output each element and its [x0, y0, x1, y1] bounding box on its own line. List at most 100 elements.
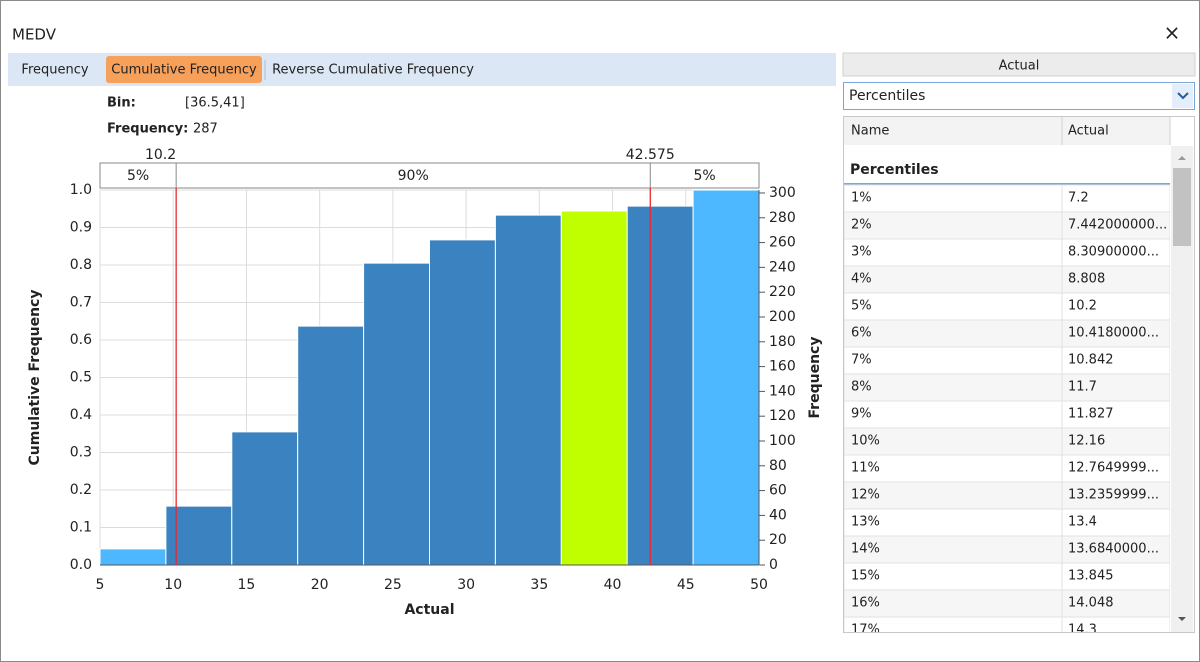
x-tick-label: 25: [384, 577, 402, 593]
table-cell: 10.842: [1068, 353, 1114, 368]
tab-active-bg: [106, 56, 262, 83]
table-row[interactable]: [844, 211, 1170, 240]
bar: [231, 431, 299, 566]
table-cell: 12.16: [1068, 434, 1105, 449]
table-cell: 11.7: [1068, 380, 1097, 395]
y-tick-label: 0.2: [70, 482, 92, 498]
table-row[interactable]: [844, 508, 1170, 537]
bar: [494, 214, 562, 566]
table-cell: 12.7649999...: [1068, 461, 1159, 476]
y2-tick-label: 260: [769, 235, 796, 251]
scroll-down[interactable]: [1178, 617, 1186, 621]
table-cell: 5%: [851, 299, 872, 314]
band-label: 90%: [398, 168, 429, 184]
table-cell: 8.30900000...: [1068, 245, 1159, 260]
y2-tick-label: 280: [769, 210, 796, 226]
x-tick-label: 5: [96, 577, 105, 593]
y-tick-label: 0.7: [70, 295, 92, 311]
table-cell: 3%: [851, 245, 872, 260]
y-tick-label: 1.0: [70, 182, 92, 198]
tab[interactable]: Cumulative Frequency: [111, 63, 257, 78]
y-axis-label: Cumulative Frequency: [27, 290, 43, 466]
table-header: [844, 117, 1170, 145]
table-cell: 8.808: [1068, 272, 1105, 287]
frequency-label: Frequency:: [107, 122, 188, 137]
table-cell: 7%: [851, 353, 872, 368]
table-row[interactable]: [844, 562, 1170, 591]
table-row[interactable]: [844, 346, 1170, 375]
table-cell: 15%: [851, 569, 880, 584]
table-cell: 13.4: [1068, 515, 1097, 530]
bar: [560, 210, 628, 566]
y-tick-label: 0.8: [70, 257, 92, 273]
table-body: Percentiles 1% 7.2 2% 7.442000000... 3% 8.3090…: [844, 162, 1170, 644]
table-row[interactable]: [844, 589, 1170, 618]
table-cell: 16%: [851, 596, 880, 611]
table-row[interactable]: [844, 427, 1170, 456]
y2-axis-label: Frequency: [807, 337, 823, 419]
table-row[interactable]: [844, 184, 1170, 213]
tab[interactable]: Reverse Cumulative Frequency: [272, 63, 474, 78]
table-cell: 14%: [851, 542, 880, 557]
panel-header-bg: [842, 52, 1196, 77]
table-cell: 13.845: [1068, 569, 1114, 584]
dropdown-button[interactable]: [1172, 84, 1193, 108]
dropdown-chevron: [1177, 92, 1189, 100]
tab[interactable]: Frequency: [21, 63, 88, 78]
table-row[interactable]: [844, 265, 1170, 294]
table-cell: 6%: [851, 326, 872, 341]
x-tick-label: 40: [604, 577, 622, 593]
table-cell: 4%: [851, 272, 872, 287]
y-tick-label: 0.4: [70, 407, 92, 423]
panel-header: Actual: [999, 59, 1040, 74]
table-row[interactable]: [844, 373, 1170, 402]
window-title: MEDV: [12, 26, 57, 44]
y2-tick-label: 300: [769, 185, 796, 201]
y2-tick-label: 220: [769, 284, 796, 300]
x-tick-label: 10: [164, 577, 182, 593]
bar: [363, 262, 431, 566]
table-cell: 13.2359999...: [1068, 488, 1159, 503]
band-label: 5%: [694, 168, 716, 184]
table-row[interactable]: [844, 616, 1170, 644]
y2-tick-label: 180: [769, 334, 796, 350]
dropdown-value: Percentiles: [849, 88, 925, 104]
y-tick-label: 0.3: [70, 445, 92, 461]
reference-label: 10.2: [145, 147, 176, 163]
y-tick-label: 0.9: [70, 220, 92, 236]
table-row[interactable]: [844, 400, 1170, 429]
close-button[interactable]: ×: [1164, 21, 1181, 45]
table-cell: 9%: [851, 407, 872, 422]
table-cell: 10.4180000...: [1068, 326, 1159, 341]
x-tick-label: 15: [238, 577, 256, 593]
reference-label: 42.575: [626, 147, 675, 163]
table-cell: 8%: [851, 380, 872, 395]
x-tick-label: 20: [311, 577, 329, 593]
table-cell: 14.3: [1068, 623, 1097, 638]
y2-tick-label: 20: [769, 532, 787, 548]
x-axis-label: Actual: [404, 602, 454, 618]
scrollbar-thumb[interactable]: [1173, 168, 1191, 246]
scroll-up[interactable]: [1178, 156, 1186, 160]
table-cell: 13.6840000...: [1068, 542, 1159, 557]
scrollbar[interactable]: [1171, 146, 1193, 632]
table-cell: 11%: [851, 461, 880, 476]
table-row[interactable]: [844, 535, 1170, 564]
y2-tick-label: 160: [769, 359, 796, 375]
y2-tick-label: 200: [769, 309, 796, 325]
table-cell: 1%: [851, 191, 872, 206]
table-row[interactable]: [844, 292, 1170, 321]
y2-tick-label: 120: [769, 408, 796, 424]
y-tick-label: 0.1: [70, 520, 92, 536]
y2-tick-label: 60: [769, 483, 787, 499]
bar: [99, 548, 167, 566]
table-cell: 17%: [851, 623, 880, 638]
table-row[interactable]: [844, 238, 1170, 267]
y2-tick-label: 80: [769, 458, 787, 474]
dropdown[interactable]: [843, 82, 1195, 110]
table-cell: 2%: [851, 218, 872, 233]
x-tick-label: 50: [750, 577, 768, 593]
bar: [297, 325, 365, 566]
y2-tick-label: 100: [769, 433, 796, 449]
table-row[interactable]: [844, 454, 1170, 483]
